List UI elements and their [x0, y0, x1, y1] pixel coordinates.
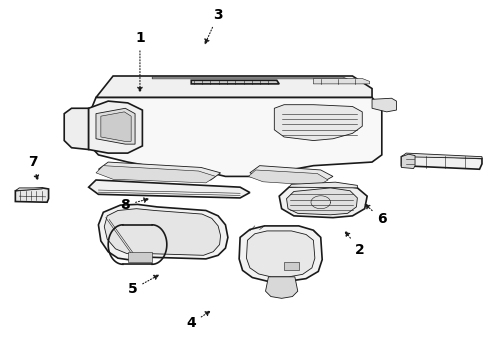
PathPatch shape [104, 209, 220, 255]
PathPatch shape [89, 98, 382, 176]
PathPatch shape [284, 262, 299, 270]
PathPatch shape [89, 180, 250, 198]
Text: 3: 3 [205, 8, 223, 44]
PathPatch shape [15, 188, 49, 202]
PathPatch shape [98, 204, 228, 260]
Text: 7: 7 [27, 155, 39, 180]
PathPatch shape [239, 226, 322, 281]
PathPatch shape [98, 162, 220, 180]
PathPatch shape [372, 98, 396, 112]
PathPatch shape [89, 101, 143, 153]
PathPatch shape [314, 78, 369, 84]
PathPatch shape [401, 154, 415, 168]
Text: 8: 8 [121, 198, 148, 212]
PathPatch shape [64, 108, 89, 149]
PathPatch shape [96, 108, 135, 144]
Text: 5: 5 [128, 275, 158, 296]
PathPatch shape [287, 188, 357, 215]
PathPatch shape [101, 112, 131, 141]
PathPatch shape [128, 252, 152, 262]
PathPatch shape [279, 184, 367, 218]
Text: 1: 1 [135, 31, 145, 92]
PathPatch shape [401, 155, 482, 169]
PathPatch shape [15, 188, 42, 191]
PathPatch shape [96, 76, 372, 98]
PathPatch shape [250, 166, 333, 182]
PathPatch shape [96, 166, 216, 183]
Text: 2: 2 [345, 231, 365, 257]
Text: 4: 4 [186, 311, 210, 330]
PathPatch shape [246, 231, 315, 277]
PathPatch shape [401, 153, 482, 158]
Text: 6: 6 [365, 204, 387, 226]
PathPatch shape [274, 105, 362, 140]
PathPatch shape [152, 77, 347, 79]
PathPatch shape [191, 80, 279, 84]
PathPatch shape [289, 182, 357, 188]
PathPatch shape [266, 277, 298, 298]
PathPatch shape [248, 170, 328, 185]
